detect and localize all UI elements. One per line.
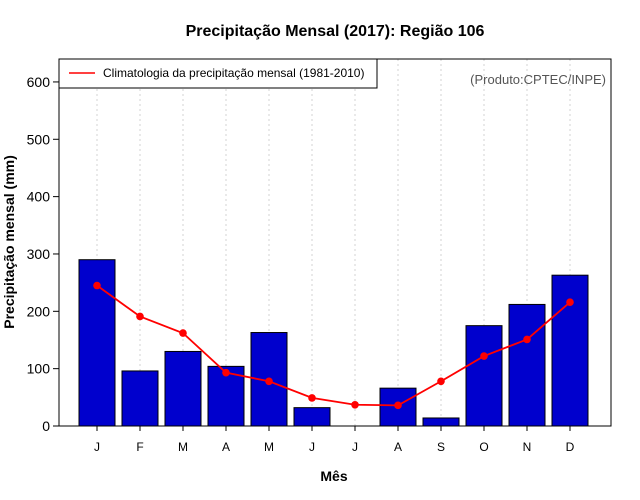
climatology-series-line xyxy=(96,284,571,407)
y-tick-label: 100 xyxy=(27,361,51,377)
y-tick-label: 400 xyxy=(27,189,51,205)
y-tick-label: 600 xyxy=(27,74,51,90)
bars xyxy=(78,259,589,427)
climatology-point xyxy=(394,401,402,410)
legend-label: Climatologia da precipitação mensal (198… xyxy=(103,66,364,80)
chart-title: Precipitação Mensal (2017): Região 106 xyxy=(186,23,485,40)
climatology-point xyxy=(437,377,445,386)
legend-box xyxy=(58,58,378,89)
bar xyxy=(422,417,460,427)
climatology-point xyxy=(179,329,187,337)
climatology-point xyxy=(222,368,230,377)
bar xyxy=(121,370,159,427)
x-tick-label: M xyxy=(264,440,274,454)
climatology-line xyxy=(93,281,574,410)
x-tick-label: O xyxy=(479,440,488,454)
y-tick-label: 300 xyxy=(27,246,51,262)
y-axis-label: Precipitação mensal (mm) xyxy=(1,155,17,329)
y-tick-label: 0 xyxy=(42,418,50,434)
climatology-point xyxy=(265,377,273,386)
bar xyxy=(207,365,245,427)
climatology-point xyxy=(566,298,574,306)
climatology-point xyxy=(523,335,531,344)
x-tick-label: S xyxy=(437,440,445,454)
x-axis-label: Mês xyxy=(320,468,347,484)
climatology-point xyxy=(308,394,316,402)
x-tick-label: A xyxy=(394,440,402,454)
x-tick-label: J xyxy=(352,440,358,454)
climatology-point xyxy=(480,352,488,360)
climatology-point xyxy=(93,281,101,290)
x-tick-label: N xyxy=(523,440,532,454)
legend: Climatologia da precipitação mensal (198… xyxy=(58,58,378,89)
y-tick-label: 500 xyxy=(27,131,51,147)
y-tick-label: 200 xyxy=(27,303,51,319)
x-tick-label: J xyxy=(94,440,100,454)
bar xyxy=(551,274,589,427)
x-tick-label: J xyxy=(309,440,315,454)
bar xyxy=(379,387,417,427)
climatology-point xyxy=(351,400,359,409)
credit-text: (Produto:CPTEC/INPE) xyxy=(470,72,606,87)
bar xyxy=(508,303,546,427)
y-axis: 0 100 200 300 400 500 600 xyxy=(27,74,59,434)
x-tick-label: D xyxy=(566,440,575,454)
x-tick-label: M xyxy=(178,440,188,454)
bar xyxy=(465,325,503,427)
bar xyxy=(164,350,202,427)
x-tick-label: F xyxy=(136,440,143,454)
bar xyxy=(293,407,331,427)
climatology-point xyxy=(136,312,144,321)
x-tick-label: A xyxy=(222,440,230,454)
